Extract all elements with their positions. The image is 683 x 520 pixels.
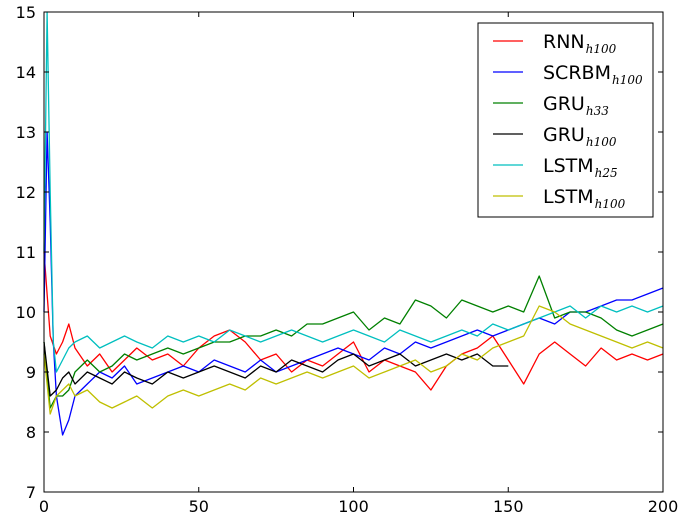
y-tick-label: 13 <box>16 123 36 142</box>
y-tick-label: 10 <box>16 303 36 322</box>
tick-layer: 0 50 100 150 200 7 8 9 10 11 12 13 14 15 <box>16 3 679 516</box>
x-tick-label: 150 <box>493 497 524 516</box>
series-line-lstm-h25 <box>43 11 664 373</box>
x-tick-label: 200 <box>648 497 679 516</box>
legend-label-subscript: h100 <box>595 197 626 211</box>
legend-label-subscript: h100 <box>586 135 617 149</box>
y-tick-label: 11 <box>16 243 36 262</box>
y-tick-label: 14 <box>16 63 36 82</box>
x-tick-label: 100 <box>338 497 369 516</box>
y-tick-label: 7 <box>26 483 36 502</box>
legend-label-subscript: h100 <box>612 73 643 87</box>
legend-label: RNNh100 <box>543 31 617 56</box>
legend-label-subscript: h25 <box>595 166 618 180</box>
y-tick-label: 8 <box>26 423 36 442</box>
y-tick-label: 15 <box>16 3 36 22</box>
legend-label-subscript: h100 <box>586 42 617 56</box>
series-line-rnn-h100 <box>43 251 664 391</box>
y-tick-label: 9 <box>26 363 36 382</box>
legend-box <box>477 22 654 218</box>
series-line-lstm-h100 <box>43 305 664 415</box>
legend-label-subscript: h33 <box>586 104 609 118</box>
series-line-scrbm-h100 <box>43 131 664 436</box>
series-line-gru-h33 <box>43 275 664 409</box>
series-layer <box>43 11 664 436</box>
legend: RNNh100SCRBMh100GRUh33GRUh100LSTMh25LSTM… <box>477 22 654 218</box>
x-tick-label: 50 <box>189 497 209 516</box>
x-tick-label: 0 <box>39 497 49 516</box>
y-tick-label: 12 <box>16 183 36 202</box>
